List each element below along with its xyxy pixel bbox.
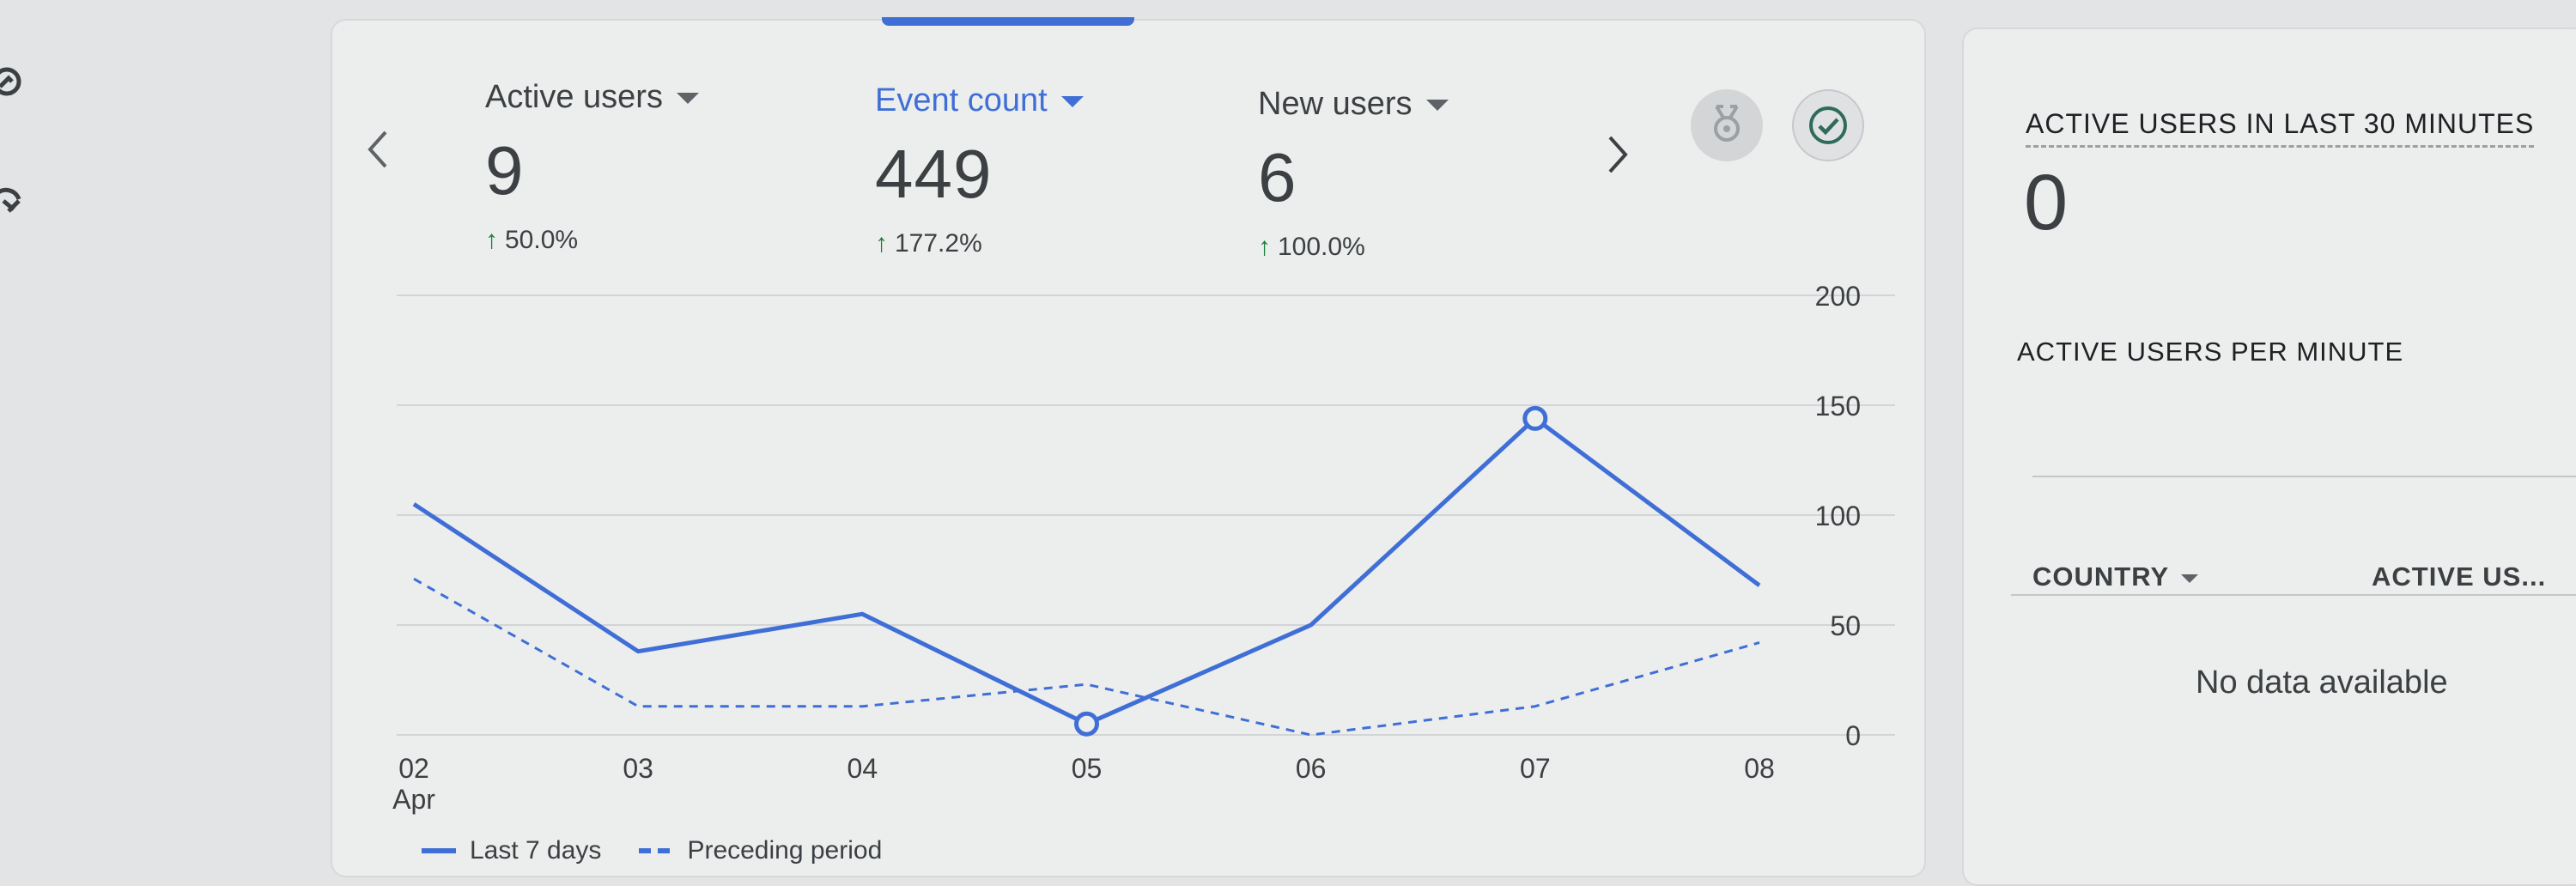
dropdown-caret-icon	[1425, 100, 1449, 112]
x-tick-label: 02	[398, 753, 429, 784]
metric-value: 6	[1258, 139, 1297, 215]
metric-change-text: 50.0%	[505, 226, 579, 254]
divider	[2032, 476, 2576, 477]
arrow-up-icon: ↑	[1258, 233, 1271, 261]
x-tick-label: 05	[1072, 753, 1103, 784]
metric-change: ↑ 177.2%	[875, 229, 1084, 258]
data-point-marker	[1074, 711, 1099, 737]
metric-label-active-users[interactable]: Active users	[485, 79, 699, 116]
metric-label-new-users[interactable]: New users	[1258, 86, 1449, 123]
active-users-per-minute-label: ACTIVE USERS PER MINUTE	[2017, 337, 2404, 367]
insights-button[interactable]	[1691, 89, 1763, 161]
arrow-up-icon: ↑	[485, 226, 498, 254]
dropdown-caret-icon	[676, 93, 699, 105]
x-tick-sublabel: Apr	[392, 784, 435, 815]
metric-change: ↑ 100.0%	[1258, 233, 1449, 262]
series-line-preceding-period	[413, 577, 1760, 737]
metric-label-text: Event count	[875, 82, 1048, 118]
metric-active-users[interactable]: Active users 9 ↑ 50.0%	[485, 79, 699, 255]
metric-new-users[interactable]: New users 6 ↑ 100.0%	[1258, 86, 1449, 262]
legend-current-label: Last 7 days	[470, 836, 602, 865]
empty-state-message: No data available	[2196, 664, 2448, 701]
metric-change-text: 100.0%	[1278, 233, 1365, 261]
y-tick-label: 200	[1815, 281, 1861, 312]
active-users-column-header: ACTIVE US...	[2372, 561, 2547, 592]
metric-event-count[interactable]: Event count 449 ↑ 177.2%	[875, 82, 1084, 258]
x-tick-label: 08	[1744, 753, 1775, 784]
metric-label-event-count[interactable]: Event count	[875, 82, 1084, 119]
realtime-title[interactable]: ACTIVE USERS IN LAST 30 MINUTES	[2026, 108, 2535, 148]
chart-legend: Last 7 days Preceding period	[422, 836, 882, 865]
overview-card: Active users 9 ↑ 50.0% Event count 449 ↑ 1…	[331, 17, 1926, 877]
metric-label-text: Active users	[485, 79, 663, 115]
reports-snapshot-icon[interactable]	[0, 64, 33, 100]
compare-check-button[interactable]	[1792, 89, 1864, 161]
country-label: COUNTRY	[2032, 561, 2170, 592]
series-line-last-7-days	[412, 416, 1761, 726]
y-tick-label: 100	[1815, 501, 1861, 531]
y-tick-label: 50	[1830, 610, 1861, 641]
x-tick-label: 03	[623, 753, 653, 784]
y-tick-label: 0	[1845, 720, 1861, 751]
arrow-up-icon: ↑	[875, 229, 888, 258]
chevron-left-icon	[368, 130, 387, 168]
active-tab-indicator	[882, 17, 1134, 26]
metric-change-text: 177.2%	[895, 229, 982, 258]
y-tick-label: 150	[1815, 391, 1861, 422]
data-point-marker	[1522, 405, 1548, 431]
metric-value: 449	[875, 136, 993, 212]
next-metrics-button[interactable]	[1603, 130, 1634, 186]
check-circle-icon	[1809, 106, 1847, 144]
dropdown-caret-icon	[1060, 96, 1084, 108]
previous-metrics-button[interactable]	[361, 125, 392, 181]
x-tick-label: 04	[848, 753, 878, 784]
x-tick-label: 07	[1520, 753, 1551, 784]
metric-value: 9	[485, 132, 525, 209]
metric-change: ↑ 50.0%	[485, 226, 699, 255]
realtime-card: ACTIVE USERS IN LAST 30 MINUTES 0 ACTIVE…	[1962, 27, 2576, 886]
insights-badge-icon	[1714, 105, 1740, 142]
divider	[2011, 594, 2576, 596]
legend-solid-swatch	[422, 848, 456, 853]
x-tick-label: 06	[1296, 753, 1327, 784]
realtime-active-users-value: 0	[2024, 159, 2069, 246]
chevron-right-icon	[1608, 136, 1628, 173]
country-column-header[interactable]: COUNTRY	[2032, 561, 2199, 592]
left-nav-rail	[0, 0, 60, 859]
explore-icon[interactable]	[0, 182, 33, 218]
legend-dashed-swatch	[639, 848, 674, 853]
dropdown-caret-icon	[2181, 573, 2199, 583]
legend-previous-label: Preceding period	[687, 836, 883, 865]
metric-label-text: New users	[1258, 86, 1413, 122]
